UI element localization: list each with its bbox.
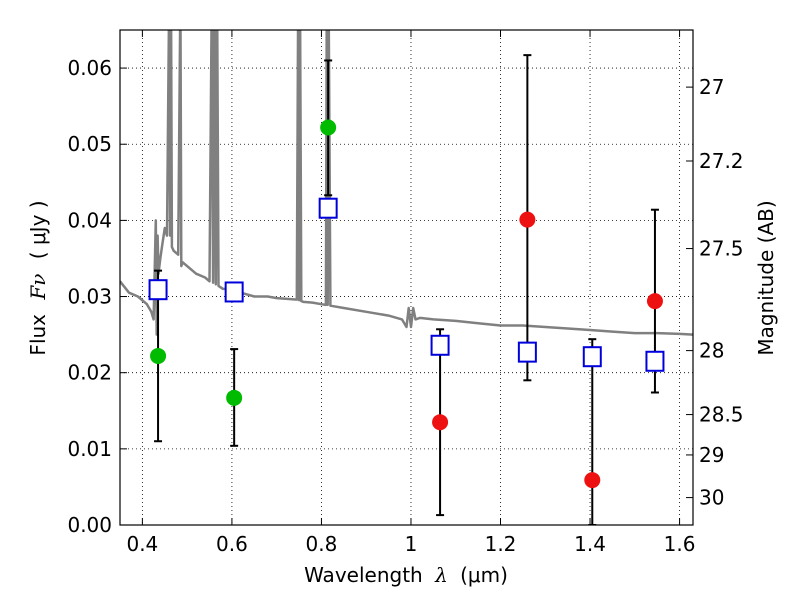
model-photometry-square	[318, 197, 338, 219]
model-photometry-square	[148, 279, 168, 301]
y2-tick-label: 27	[699, 75, 724, 99]
y-tick-label: 0.01	[67, 437, 112, 461]
y-axis-label-prefix: Flux	[26, 314, 50, 356]
x-tick-label: 1	[405, 532, 418, 556]
detection-point	[320, 119, 337, 136]
y2-tick-label: 30	[699, 486, 724, 510]
model-photometry-square	[430, 334, 450, 356]
upper-limit-point	[519, 211, 536, 228]
y2-tick-label: 28	[699, 339, 724, 363]
model-photometry-square	[582, 346, 602, 368]
y-tick-label: 0.02	[67, 361, 112, 385]
y2-axis-label: Magnitude (AB)	[754, 200, 778, 355]
x-axis-label-symbol: λ	[434, 563, 448, 587]
upper-limit-point	[646, 293, 663, 310]
x-axis-label: Wavelength λ (μm)	[304, 563, 508, 587]
plot-frame	[119, 29, 694, 526]
model-photometry-square	[517, 341, 537, 363]
y-axis-label: Flux Fν ( μJy )	[26, 200, 50, 355]
x-axis-label-unit: (μm)	[460, 563, 508, 587]
y-axis-label-unit: ( μJy )	[26, 200, 50, 259]
y2-tick-label: 27.5	[699, 237, 744, 261]
x-tick-label: 0.8	[306, 532, 338, 556]
x-axis-label-prefix: Wavelength	[304, 563, 423, 587]
y-tick-label: 0.00	[67, 513, 112, 537]
model-photometry-square	[645, 350, 665, 372]
x-tick-label: 0.4	[126, 532, 158, 556]
upper-limit-point	[584, 472, 601, 489]
model-photometry-square	[224, 281, 244, 303]
y-tick-label: 0.04	[67, 208, 112, 232]
y-tick-label: 0.05	[67, 132, 112, 156]
x-tick-label: 1.6	[664, 532, 696, 556]
axis-ticks: 0.4 0.6 0.8 1 1.2 1.4 1.6 0.00 0.01 0.02 0.03 0.04 0…	[67, 30, 744, 556]
x-tick-label: 1.4	[574, 532, 606, 556]
x-tick-label: 0.6	[216, 532, 248, 556]
y-axis-label-symbol: Fν	[26, 274, 50, 301]
detection-point	[226, 389, 243, 406]
x-tick-label: 1.2	[485, 532, 517, 556]
detection-point	[150, 347, 167, 364]
y2-tick-label: 27.2	[699, 149, 744, 173]
y2-tick-label: 29	[699, 443, 724, 467]
y-tick-label: 0.06	[67, 56, 112, 80]
upper-limit-point	[432, 414, 449, 431]
grid-lines	[120, 30, 693, 525]
model-spectrum-line	[120, 30, 693, 336]
y2-tick-label: 28.5	[699, 403, 744, 427]
y-tick-label: 0.03	[67, 285, 112, 309]
model-spectrum-layer	[120, 30, 693, 336]
markers-layer	[148, 119, 665, 489]
